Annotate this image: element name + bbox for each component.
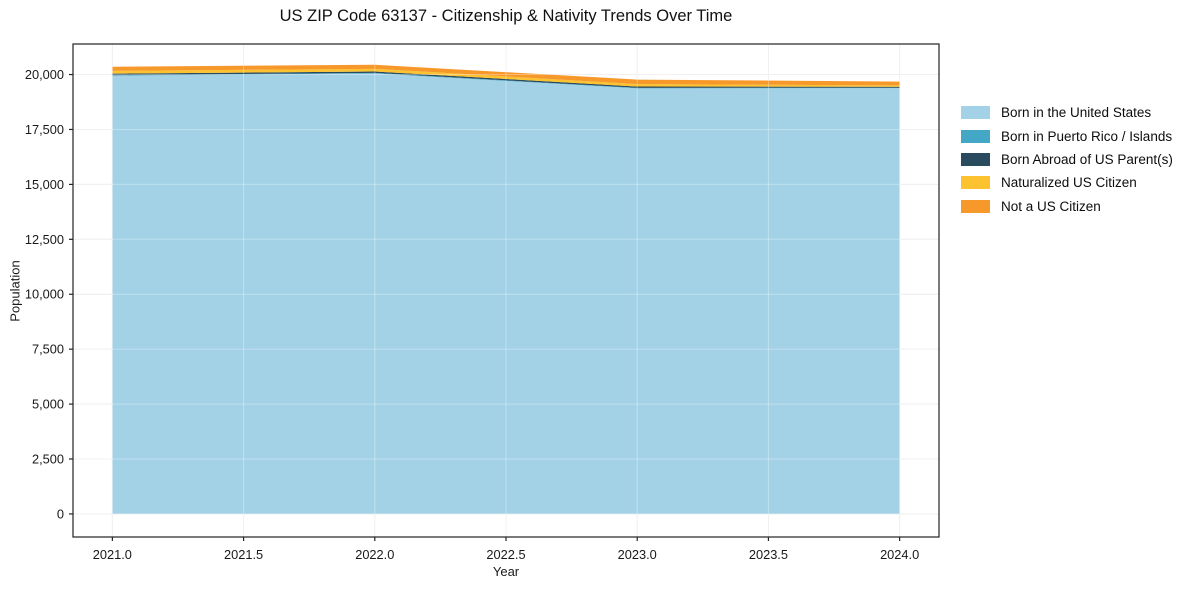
legend-item: Born in Puerto Rico / Islands — [961, 124, 1173, 147]
legend-label: Born Abroad of US Parent(s) — [1001, 151, 1173, 167]
x-tick-label: 2022.0 — [355, 547, 394, 562]
y-tick-label: 17,500 — [25, 122, 64, 137]
x-tick-label: 2023.0 — [618, 547, 657, 562]
legend-swatch-born-abroad — [961, 152, 990, 166]
y-axis-label: Population — [7, 260, 23, 322]
x-tick-label: 2022.5 — [486, 547, 525, 562]
legend-label: Born in the United States — [1001, 105, 1152, 121]
legend-item: Born in the United States — [961, 101, 1173, 124]
x-tick-label: 2024.0 — [880, 547, 919, 562]
legend-label: Not a US Citizen — [1001, 198, 1101, 214]
area-band-1 — [112, 72, 900, 89]
legend-item: Born Abroad of US Parent(s) — [961, 148, 1173, 171]
area-band-3 — [112, 68, 900, 87]
y-tick-label: 2,500 — [32, 452, 64, 467]
x-tick-label: 2023.5 — [749, 547, 788, 562]
y-tick-label: 7,500 — [32, 342, 64, 357]
y-tick-label: 5,000 — [32, 397, 64, 412]
x-tick-label: 2021.0 — [93, 547, 132, 562]
y-tick-label: 12,500 — [25, 232, 64, 247]
x-tick-label: 2021.5 — [224, 547, 263, 562]
x-axis-label: Year — [492, 564, 520, 579]
legend-swatch-not-citizen — [961, 199, 990, 213]
legend-swatch-born-us — [961, 106, 990, 120]
chart-title: US ZIP Code 63137 - Citizenship & Nativi… — [279, 7, 733, 25]
axes-frame — [72, 43, 940, 538]
y-tick-label: 15,000 — [25, 177, 64, 192]
legend-item: Not a US Citizen — [961, 195, 1173, 218]
y-tick-label: 20,000 — [25, 67, 64, 82]
y-tick-label: 10,000 — [25, 287, 64, 302]
legend-label: Born in Puerto Rico / Islands — [1001, 128, 1173, 144]
area-band-2 — [112, 71, 900, 88]
legend-item: Naturalized US Citizen — [961, 171, 1173, 194]
legend-swatch-puerto-rico — [961, 129, 990, 143]
legend-label: Naturalized US Citizen — [1001, 175, 1137, 191]
area-band-4 — [112, 64, 900, 86]
legend: Born in the United States Born in Puerto… — [961, 101, 1173, 218]
legend-swatch-naturalized — [961, 176, 990, 190]
y-tick-label: 0 — [57, 506, 64, 521]
area-band-0 — [112, 73, 900, 514]
